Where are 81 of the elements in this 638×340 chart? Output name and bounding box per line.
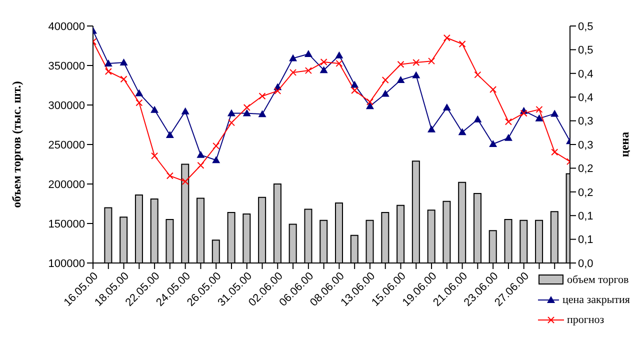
point	[504, 118, 512, 126]
y-tick-label: 150000	[48, 218, 85, 230]
point	[366, 98, 374, 106]
point	[228, 119, 235, 126]
y2-tick-label: 0,4	[578, 68, 594, 80]
point	[458, 128, 466, 136]
point	[489, 140, 498, 148]
point	[551, 148, 558, 156]
point	[150, 106, 159, 113]
point	[520, 110, 528, 117]
point	[320, 58, 328, 66]
legend-label: прогноз	[567, 314, 604, 326]
point	[381, 90, 390, 97]
point	[490, 86, 497, 94]
y-tick-label: 250000	[48, 139, 85, 152]
y2-tick-label: 0,1	[578, 234, 594, 246]
point	[442, 104, 451, 111]
legend-label: цена закрытия	[562, 294, 630, 306]
y2-tick-label: 0,5	[578, 44, 594, 57]
point	[443, 34, 450, 42]
point	[182, 178, 189, 185]
point	[151, 152, 158, 160]
point	[397, 60, 404, 68]
y-tick-label: 200000	[48, 178, 85, 191]
y2-tick-label: 0,2	[578, 163, 594, 176]
point	[258, 110, 266, 118]
y2-tick-label: 0,2	[578, 186, 594, 199]
point	[304, 67, 312, 74]
point	[258, 92, 266, 100]
point	[396, 76, 405, 84]
point	[212, 156, 220, 164]
point	[104, 59, 112, 66]
point	[166, 172, 174, 180]
y2-tick-label: 0,3	[578, 139, 594, 152]
point	[504, 134, 512, 141]
y2-tick-label: 0,3	[578, 116, 594, 128]
point	[304, 50, 312, 57]
point	[242, 109, 251, 116]
point	[550, 110, 559, 117]
y-tick-label: 100000	[48, 258, 85, 270]
y2-tick-label: 0,5	[578, 20, 594, 33]
point	[336, 60, 343, 67]
point	[104, 68, 112, 76]
y2-tick-label: 0,0	[578, 258, 594, 270]
y2-axis-title: цена	[617, 132, 632, 158]
point	[274, 87, 282, 94]
point	[197, 162, 204, 169]
y-tick-label: 400000	[48, 20, 85, 33]
point	[382, 76, 389, 84]
y2-tick-label: 0,1	[578, 210, 594, 223]
point	[120, 76, 128, 83]
point	[350, 80, 359, 88]
point	[428, 125, 436, 132]
point	[536, 106, 543, 113]
y2-tick-label: 0,4	[578, 92, 594, 104]
point	[166, 131, 174, 138]
point	[196, 150, 205, 158]
point	[290, 68, 297, 76]
point	[474, 71, 482, 78]
point	[136, 99, 143, 106]
point	[120, 58, 128, 66]
point	[351, 86, 358, 94]
point	[212, 142, 220, 150]
point	[335, 51, 344, 58]
point	[243, 104, 250, 112]
legend-label: объем торгов	[567, 274, 629, 286]
point	[412, 71, 420, 78]
point	[366, 102, 374, 110]
y-axis-title: объем торгов (тыс. шт.)	[9, 81, 24, 208]
point	[181, 107, 190, 114]
point	[412, 59, 420, 66]
point	[227, 109, 236, 116]
y-tick-label: 300000	[48, 100, 85, 112]
point	[458, 40, 466, 48]
point	[474, 115, 482, 122]
y-tick-label: 350000	[48, 60, 85, 72]
point	[428, 58, 436, 65]
point	[535, 114, 544, 122]
point	[135, 89, 144, 96]
point	[320, 66, 328, 74]
point	[289, 54, 298, 62]
